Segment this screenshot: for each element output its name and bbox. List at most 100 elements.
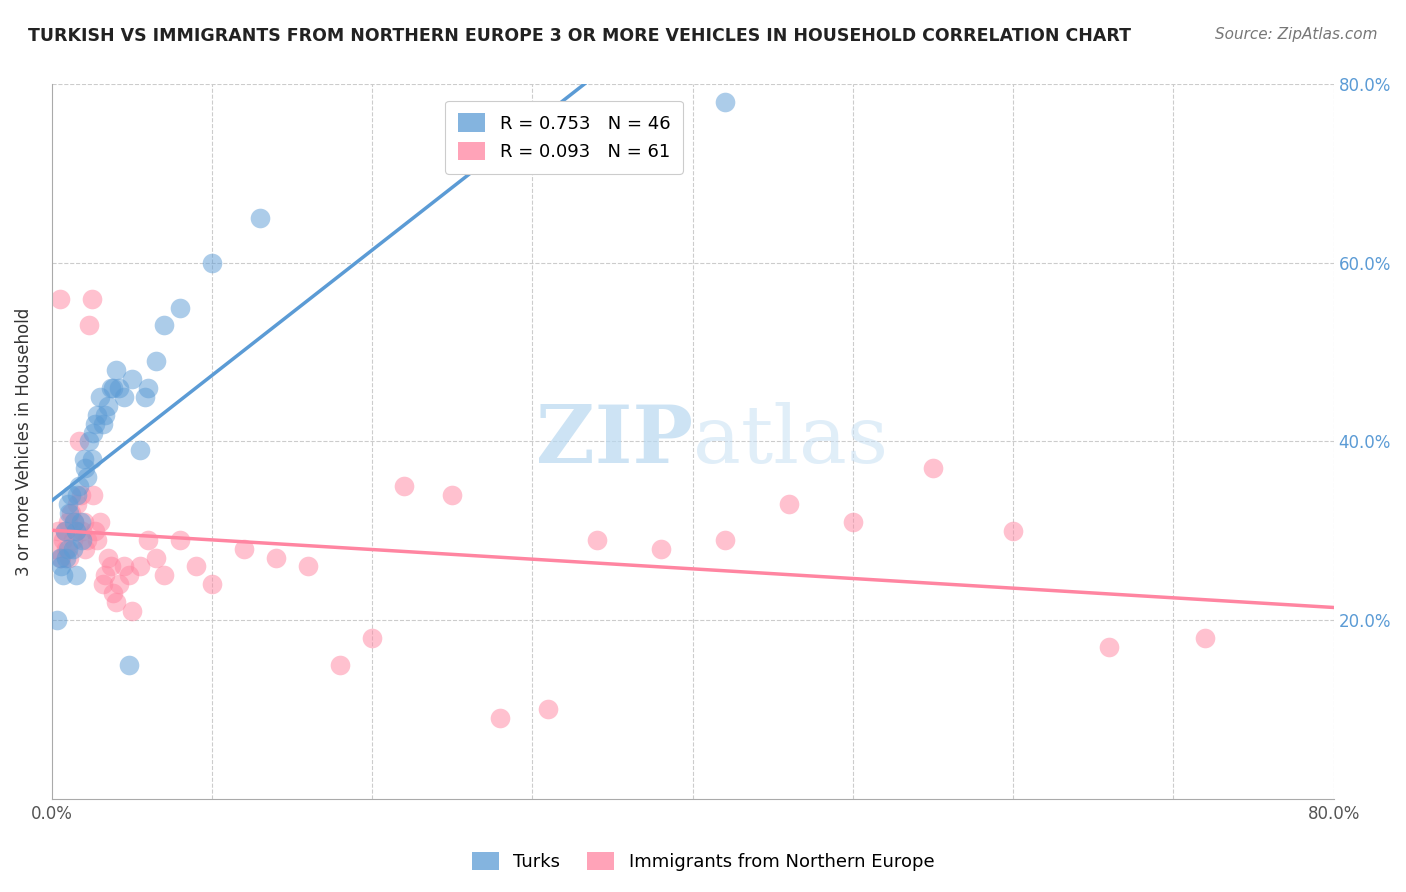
Point: [128, 443, 150, 458]
Point: [100, 559, 122, 574]
Point: [70, 524, 93, 538]
Text: atlas: atlas: [693, 402, 887, 481]
Point: [153, 318, 176, 333]
Point: [56, 541, 79, 556]
Point: [145, 354, 167, 368]
Point: [112, 390, 135, 404]
Point: [922, 461, 945, 475]
Point: [84, 417, 107, 431]
Point: [1194, 631, 1216, 645]
Point: [97, 399, 120, 413]
Point: [77, 434, 100, 449]
Legend: Turks, Immigrants from Northern Europe: Turks, Immigrants from Northern Europe: [464, 845, 942, 879]
Point: [58, 506, 80, 520]
Point: [69, 488, 91, 502]
Point: [70, 533, 93, 547]
Point: [44, 541, 66, 556]
Point: [233, 541, 256, 556]
Point: [65, 568, 87, 582]
Point: [118, 657, 141, 672]
Point: [55, 541, 77, 556]
Point: [63, 515, 86, 529]
Point: [59, 488, 82, 502]
Point: [45, 613, 67, 627]
Point: [91, 577, 114, 591]
Text: ZIP: ZIP: [536, 402, 693, 481]
Point: [145, 550, 167, 565]
Point: [65, 524, 87, 538]
Point: [77, 318, 100, 333]
Point: [585, 533, 607, 547]
Point: [778, 497, 800, 511]
Point: [108, 381, 131, 395]
Point: [441, 488, 464, 502]
Point: [67, 434, 90, 449]
Point: [361, 631, 384, 645]
Point: [66, 497, 89, 511]
Point: [329, 657, 352, 672]
Point: [65, 524, 87, 538]
Point: [52, 568, 75, 582]
Point: [66, 488, 89, 502]
Point: [91, 417, 114, 431]
Point: [201, 577, 224, 591]
Point: [62, 541, 84, 556]
Point: [67, 479, 90, 493]
Point: [53, 524, 76, 538]
Y-axis label: 3 or more Vehicles in Household: 3 or more Vehicles in Household: [15, 308, 32, 575]
Point: [89, 390, 111, 404]
Point: [121, 372, 143, 386]
Point: [169, 533, 191, 547]
Point: [82, 425, 104, 440]
Point: [249, 211, 271, 226]
Point: [86, 533, 108, 547]
Point: [58, 550, 80, 565]
Point: [76, 470, 98, 484]
Point: [75, 541, 97, 556]
Point: [73, 452, 96, 467]
Point: [49, 550, 72, 565]
Point: [59, 506, 82, 520]
Point: [97, 550, 120, 565]
Point: [52, 533, 75, 547]
Point: [49, 292, 72, 306]
Point: [537, 702, 560, 716]
Point: [118, 568, 141, 582]
Point: [112, 559, 135, 574]
Point: [84, 524, 107, 538]
Point: [69, 515, 91, 529]
Point: [121, 604, 143, 618]
Legend: R = 0.753   N = 46, R = 0.093   N = 61: R = 0.753 N = 46, R = 0.093 N = 61: [446, 101, 683, 174]
Point: [62, 533, 84, 547]
Point: [842, 515, 865, 529]
Point: [713, 95, 735, 110]
Point: [297, 559, 319, 574]
Point: [136, 533, 159, 547]
Point: [713, 533, 735, 547]
Point: [80, 292, 103, 306]
Point: [1002, 524, 1025, 538]
Point: [73, 515, 96, 529]
Point: [46, 524, 69, 538]
Point: [100, 381, 122, 395]
Point: [134, 390, 156, 404]
Point: [184, 559, 207, 574]
Point: [86, 408, 108, 422]
Point: [201, 256, 224, 270]
Text: Source: ZipAtlas.com: Source: ZipAtlas.com: [1215, 27, 1378, 42]
Point: [76, 533, 98, 547]
Point: [136, 381, 159, 395]
Point: [108, 577, 131, 591]
Point: [93, 568, 115, 582]
Point: [51, 559, 73, 574]
Point: [80, 452, 103, 467]
Point: [101, 586, 124, 600]
Point: [53, 524, 76, 538]
Point: [75, 461, 97, 475]
Point: [63, 515, 86, 529]
Point: [101, 381, 124, 395]
Point: [489, 711, 512, 725]
Point: [93, 408, 115, 422]
Point: [104, 595, 127, 609]
Point: [51, 550, 73, 565]
